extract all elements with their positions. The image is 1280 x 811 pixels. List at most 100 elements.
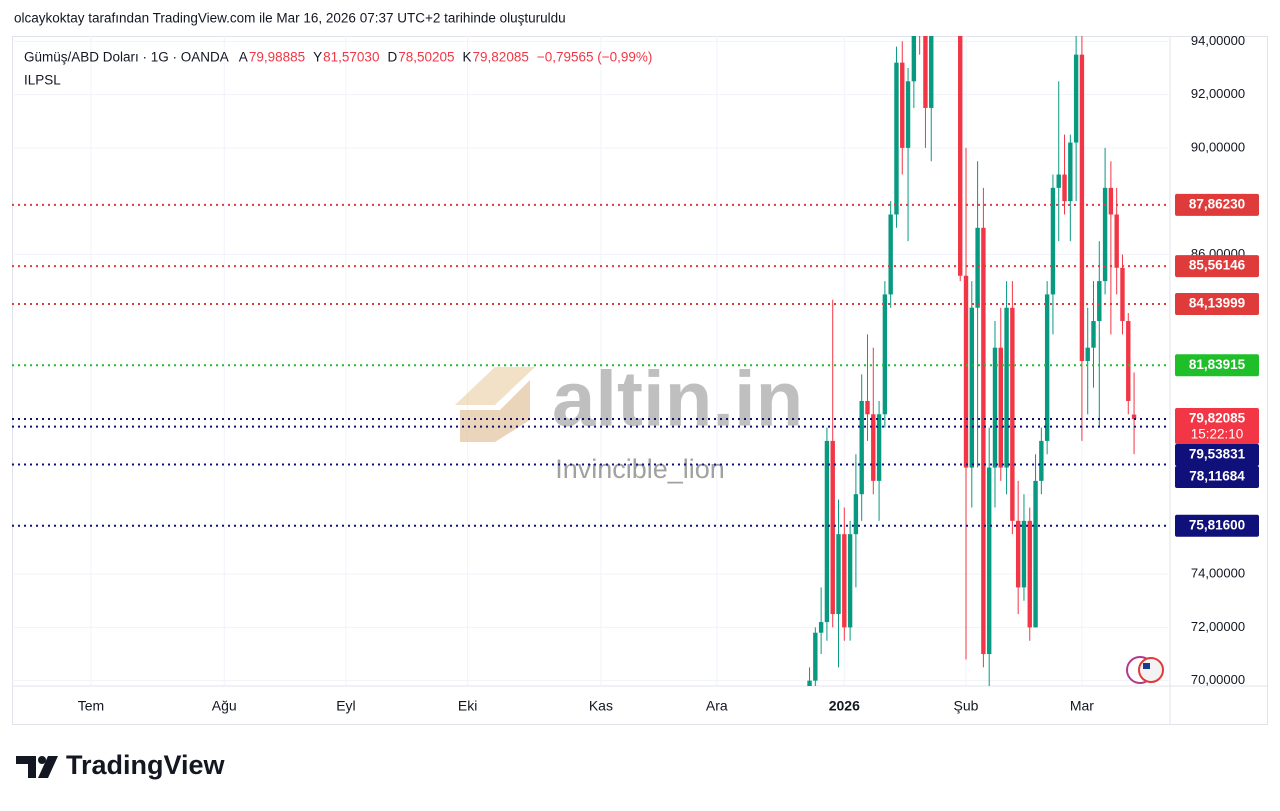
candle-body (847, 534, 853, 628)
candle-body (1004, 307, 1009, 468)
candle-body (900, 62, 905, 148)
candle-body (1010, 307, 1015, 521)
y-tick-label: 94,00000 (1191, 33, 1245, 48)
candle-body (981, 227, 986, 655)
legend: Gümüş/ABD Doları · 1G · OANDA A 79,98885 Y 8… (24, 50, 652, 88)
candle-body (882, 294, 888, 415)
candle-body (963, 275, 969, 468)
candle-body (859, 400, 864, 495)
price-label-box (1175, 193, 1259, 216)
y-tick-label: 74,00000 (1191, 566, 1245, 581)
legend-symbol: Gümüş/ABD Doları · 1G · OANDA (24, 50, 229, 65)
price-label: 87,86230 (1189, 196, 1245, 211)
logo-mark (38, 756, 46, 764)
candle-body (1027, 520, 1032, 628)
x-tick-label: 2026 (829, 698, 860, 714)
price-label-box (1175, 408, 1259, 445)
price-label: 79,82085 (1189, 411, 1246, 426)
axes: 70,0000072,0000074,0000086,0000090,00000… (78, 33, 1259, 714)
candle-body (853, 494, 859, 535)
logo-mark (38, 756, 58, 778)
candle-body (986, 467, 992, 655)
candle-body (1097, 281, 1102, 322)
price-label-box (1175, 514, 1259, 537)
price-label-box (1175, 466, 1259, 489)
price-label-box (1175, 444, 1259, 467)
x-tick-label: Eyl (336, 698, 355, 714)
candle-body (1044, 294, 1050, 441)
candle-body (1021, 520, 1027, 588)
candle-body (888, 214, 893, 295)
legend-indicator: ILPSL (24, 73, 61, 88)
candle-body (905, 81, 911, 148)
candle-body (1091, 321, 1096, 348)
price-label: 15:22:10 (1191, 427, 1244, 442)
price-label-box (1175, 255, 1259, 278)
candle-body (975, 227, 980, 308)
price-label-box (1175, 354, 1259, 377)
candle-body (1015, 520, 1021, 588)
candle-body (1073, 54, 1079, 143)
logo-mark (16, 756, 36, 778)
watermark-author: Invincible_lion (555, 454, 725, 484)
legend-value: 79,82085 (473, 50, 529, 65)
candle-body (1039, 440, 1044, 481)
grid (12, 36, 1170, 686)
candle-body (1131, 414, 1137, 420)
candle-body (807, 680, 812, 686)
price-label: 85,56146 (1189, 258, 1246, 273)
y-tick-label: 72,00000 (1191, 619, 1245, 634)
candle-body (992, 347, 998, 468)
flag-icon (1126, 656, 1164, 684)
candle-body (894, 62, 899, 215)
candle-body (876, 414, 882, 481)
x-tick-label: Ara (706, 698, 728, 714)
y-tick-label: 90,00000 (1191, 139, 1245, 154)
candle-body (998, 347, 1003, 468)
candle-body (1033, 480, 1038, 628)
icon-flag (1138, 657, 1164, 683)
candle-body (865, 400, 870, 415)
candle-body (969, 307, 975, 468)
watermark-logo (455, 367, 535, 405)
candle-body (818, 622, 824, 633)
candle-body (1062, 174, 1067, 202)
candle-body (1056, 174, 1061, 188)
candle-body (1108, 187, 1114, 215)
legend-key: A (239, 50, 248, 65)
candle-body (958, 36, 963, 276)
candle-body (1050, 187, 1056, 295)
plot (12, 15, 1170, 686)
candle-body (1085, 347, 1090, 361)
price-label: 78,11684 (1189, 469, 1245, 484)
candle-body (824, 440, 830, 623)
candle-body (871, 414, 876, 481)
candle-body (813, 632, 818, 681)
candle-body (1114, 214, 1119, 268)
candle-body (1079, 54, 1085, 361)
price-label: 79,53831 (1189, 447, 1246, 462)
price-label: 84,13999 (1189, 296, 1245, 311)
candle-body (923, 36, 928, 108)
y-tick-label: 92,00000 (1191, 86, 1245, 101)
legend-value: 79,98885 (249, 50, 305, 65)
candle-body (830, 440, 835, 615)
icon-flag-canton (1143, 663, 1150, 669)
footer-brand: TradingView (66, 750, 226, 780)
candle-body (842, 534, 847, 628)
candle-body (1102, 187, 1108, 282)
candle-body (929, 36, 934, 108)
x-tick-label: Eki (458, 698, 477, 714)
candle-body (836, 534, 841, 615)
price-label-box (1175, 292, 1259, 315)
header: olcaykoktay tarafından TradingView.com i… (14, 11, 566, 26)
watermark-logo (460, 380, 530, 442)
x-tick-label: Şub (954, 698, 979, 714)
candle-body (917, 15, 921, 28)
x-tick-label: Mar (1070, 698, 1094, 714)
legend-value: 78,50205 (398, 50, 454, 65)
legend-key: K (463, 50, 472, 65)
x-tick-label: Tem (78, 698, 104, 714)
y-tick-label: 70,00000 (1191, 672, 1245, 687)
watermark-brand: altin.in (552, 355, 803, 443)
